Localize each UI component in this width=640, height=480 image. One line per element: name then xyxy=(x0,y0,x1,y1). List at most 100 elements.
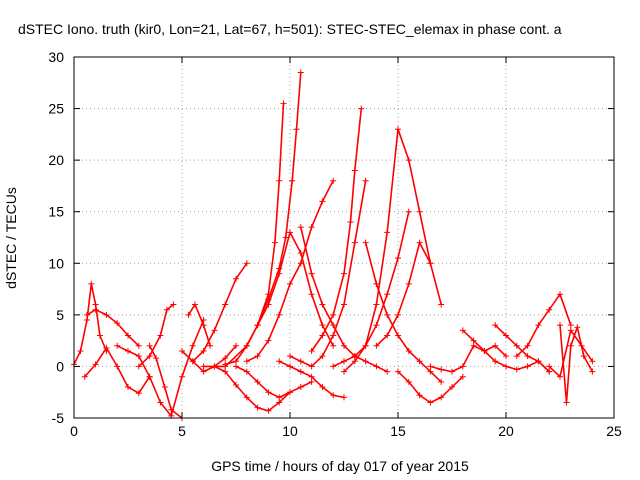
data-point xyxy=(308,363,315,370)
data-point xyxy=(185,311,192,318)
data-point xyxy=(341,342,347,349)
data-series xyxy=(557,322,596,406)
data-point xyxy=(535,358,542,365)
series-line xyxy=(332,211,410,368)
data-point xyxy=(384,332,391,339)
data-point xyxy=(287,363,293,370)
data-point xyxy=(373,301,380,308)
data-point xyxy=(265,407,272,414)
data-point xyxy=(81,373,88,380)
ticks: 0 5 10 15 20 25 -5 0 5 10 15 20 25 30 xyxy=(48,49,622,439)
data-point xyxy=(557,291,563,298)
x-tick-label: 5 xyxy=(178,423,186,439)
data-point xyxy=(308,378,315,385)
data-point xyxy=(135,390,142,397)
data-point xyxy=(373,363,380,370)
data-series xyxy=(222,69,304,368)
data-point xyxy=(287,229,293,236)
data-point xyxy=(438,366,445,373)
data-point xyxy=(276,358,283,365)
data-point xyxy=(567,322,574,329)
data-point xyxy=(146,353,153,360)
data-point xyxy=(492,358,499,365)
y-tick-label: 15 xyxy=(48,204,64,220)
y-tick-label: 30 xyxy=(48,49,64,65)
data-point xyxy=(513,342,520,349)
data-point xyxy=(459,327,466,334)
data-point xyxy=(330,332,337,339)
data-point xyxy=(114,342,121,349)
data-point xyxy=(449,384,455,391)
y-tick-label: 10 xyxy=(48,255,64,271)
data-point xyxy=(384,229,391,236)
data-point xyxy=(319,353,326,360)
data-point xyxy=(276,177,283,184)
x-tick-label: 15 xyxy=(390,423,406,439)
data-point xyxy=(351,353,358,360)
y-tick-label: 5 xyxy=(56,307,64,323)
data-point xyxy=(503,353,509,360)
data-point xyxy=(163,306,170,313)
data-point xyxy=(470,342,477,349)
data-point xyxy=(546,368,553,375)
data-point xyxy=(161,384,168,391)
data-point xyxy=(524,353,531,360)
data-point xyxy=(557,322,563,329)
data-point xyxy=(297,224,304,231)
data-point xyxy=(373,322,380,329)
data-point xyxy=(265,301,272,308)
data-point xyxy=(189,342,196,349)
data-point xyxy=(416,358,423,365)
data-point xyxy=(319,198,326,205)
data-point xyxy=(92,301,99,308)
data-point xyxy=(88,280,95,287)
data-point xyxy=(405,378,412,385)
data-point xyxy=(513,366,520,373)
data-series xyxy=(83,306,142,349)
data-point xyxy=(243,394,250,401)
data-point xyxy=(276,311,283,318)
data-point xyxy=(416,208,423,215)
data-point xyxy=(103,311,110,318)
data-point xyxy=(125,384,131,391)
y-tick-label: 0 xyxy=(56,358,64,374)
data-point xyxy=(265,389,272,396)
data-point xyxy=(319,301,326,308)
data-point xyxy=(503,363,509,370)
data-point xyxy=(114,320,121,327)
series-line xyxy=(289,180,367,368)
data-point xyxy=(308,291,315,298)
data-point xyxy=(459,363,466,370)
data-series xyxy=(233,363,315,401)
data-point xyxy=(308,224,315,231)
series-line xyxy=(246,180,334,363)
data-point xyxy=(243,358,250,365)
data-point xyxy=(347,219,354,226)
data-point xyxy=(200,322,207,329)
data-point xyxy=(405,157,412,164)
data-point xyxy=(358,105,365,112)
data-point xyxy=(330,342,337,349)
data-point xyxy=(287,389,293,396)
data-point xyxy=(276,399,283,406)
data-point xyxy=(362,177,369,184)
data-point xyxy=(362,342,369,349)
data-point xyxy=(341,358,347,365)
data-point xyxy=(287,353,293,360)
data-point xyxy=(280,100,287,107)
data-point xyxy=(297,69,304,76)
data-point xyxy=(254,404,261,411)
data-point xyxy=(459,373,466,380)
data-series xyxy=(185,301,214,349)
data-point xyxy=(222,355,229,362)
data-point xyxy=(492,322,499,329)
data-point xyxy=(319,384,326,391)
data-point xyxy=(207,342,214,349)
data-point xyxy=(567,327,574,334)
data-point xyxy=(330,311,337,318)
data-point xyxy=(524,363,531,370)
data-point xyxy=(289,177,296,184)
data-point xyxy=(384,311,391,318)
data-point xyxy=(83,311,90,318)
data-point xyxy=(341,394,347,401)
